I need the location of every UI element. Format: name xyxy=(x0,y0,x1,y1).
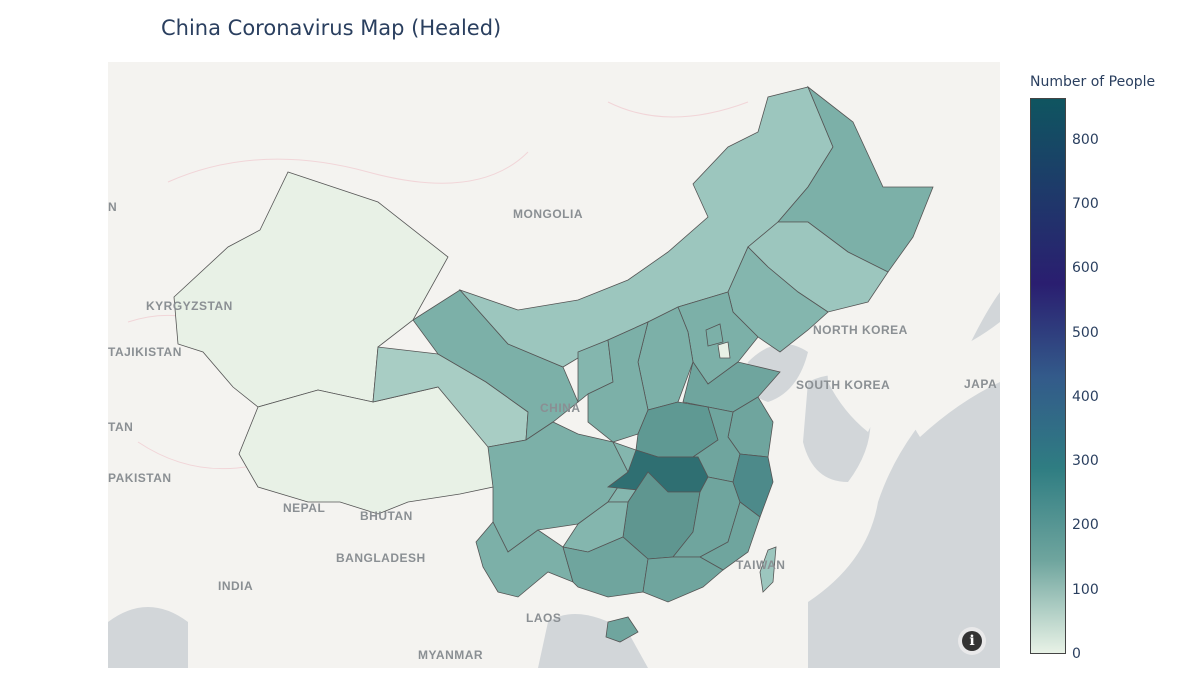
colorbar-tick-800: 800 xyxy=(1072,131,1099,148)
colorbar-title: Number of People xyxy=(1030,74,1156,90)
colorbar-tick-600: 600 xyxy=(1072,260,1099,277)
colorbar-tick-300: 300 xyxy=(1072,453,1099,470)
chart-title: China Coronavirus Map (Healed) xyxy=(161,16,502,40)
label-tajikistan: TAJIKISTAN xyxy=(108,345,182,359)
label-south-korea: SOUTH KOREA xyxy=(796,378,890,392)
colorbar-gradient xyxy=(1030,98,1066,654)
china-choropleth[interactable]: MONGOLIA KYRGYZSTAN TAJIKISTAN PAKISTAN … xyxy=(108,62,1000,668)
region-guangdong[interactable] xyxy=(642,556,724,603)
label-kyrgyzstan: KYRGYZSTAN xyxy=(146,299,233,313)
south-china-sea xyxy=(538,614,648,668)
region-shaanxi[interactable] xyxy=(587,321,649,443)
map-info-button[interactable]: i xyxy=(958,627,986,655)
colorbar-tick-0: 0 xyxy=(1072,646,1081,662)
colorbar-tick-200: 200 xyxy=(1072,517,1099,534)
japan-land xyxy=(898,322,1000,437)
label-north-korea: NORTH KOREA xyxy=(813,323,908,337)
label-japan: JAPA xyxy=(964,377,997,391)
map-canvas[interactable]: MONGOLIA KYRGYZSTAN TAJIKISTAN PAKISTAN … xyxy=(108,62,1000,668)
korea-land xyxy=(826,335,898,432)
label-laos: LAOS xyxy=(526,611,561,625)
colorbar-tick-400: 400 xyxy=(1072,388,1099,405)
label-china: CHINA xyxy=(540,401,581,415)
label-india: INDIA xyxy=(218,579,253,593)
info-icon: i xyxy=(962,631,982,651)
place-labels: MONGOLIA KYRGYZSTAN TAJIKISTAN PAKISTAN … xyxy=(108,200,997,662)
region-tianjin[interactable] xyxy=(717,341,731,359)
label-taiwan: TAIWAN xyxy=(736,558,785,572)
colorbar-tick-500: 500 xyxy=(1072,324,1099,341)
colorbar-tick-700: 700 xyxy=(1072,196,1099,213)
colorbar-tick-100: 100 xyxy=(1072,581,1099,598)
region-yunnan[interactable] xyxy=(475,521,574,598)
region-taiwan[interactable] xyxy=(759,546,777,593)
provinces xyxy=(173,85,934,643)
label-pakistan: PAKISTAN xyxy=(108,471,172,485)
label-edge-n: N xyxy=(108,200,117,214)
region-hainan[interactable] xyxy=(605,616,639,643)
label-myanmar: MYANMAR xyxy=(418,648,483,662)
label-nepal: NEPAL xyxy=(283,501,325,515)
bay-of-bengal xyxy=(108,607,188,668)
label-mongolia: MONGOLIA xyxy=(513,207,583,221)
label-bhutan: BHUTAN xyxy=(360,509,413,523)
label-edge-tan: TAN xyxy=(108,420,133,434)
region-beijing[interactable] xyxy=(705,323,724,347)
label-bangladesh: BANGLADESH xyxy=(336,551,426,565)
